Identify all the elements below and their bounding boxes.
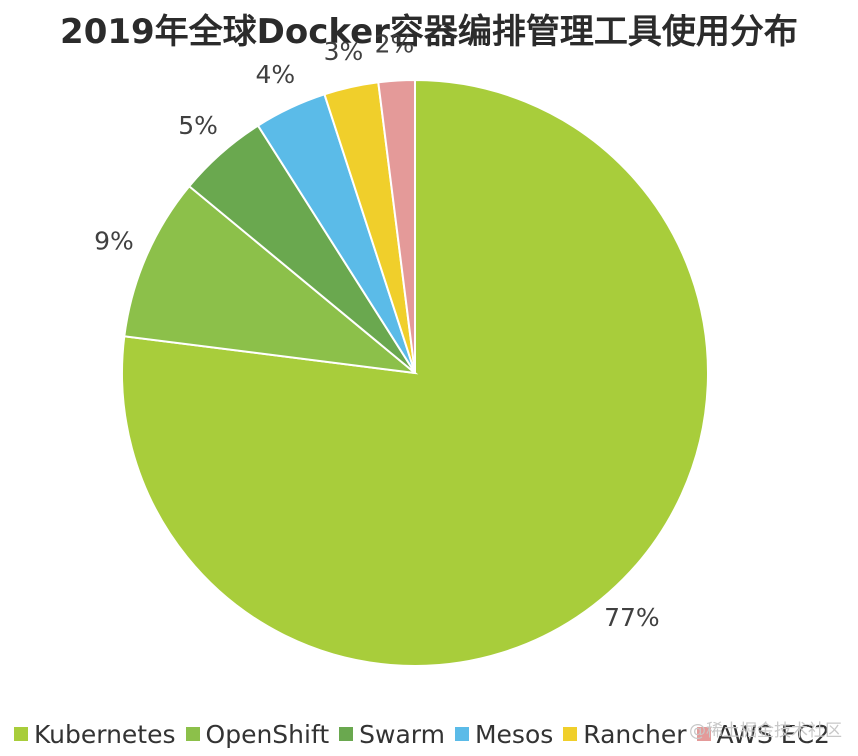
data-label-rancher: 3% [324,37,364,66]
data-label-aws-ec2: 2% [375,30,415,59]
legend-label: Kubernetes [34,719,176,749]
legend-item-aws-ec2: AWS EC2 [696,719,830,749]
legend-swatch [339,727,354,741]
legend-label: Swarm [359,719,445,749]
legend-label: Mesos [474,719,554,749]
data-label-swarm: 5% [178,111,218,140]
legend-swatch [563,727,578,741]
legend-swatch [14,727,28,741]
legend-item-kubernetes: Kubernetes [14,720,176,749]
legend-label: AWS EC2 [716,719,830,749]
legend-item-rancher: Rancher [563,719,687,749]
legend-swatch [696,727,711,741]
legend-item-swarm: Swarm [339,720,445,749]
legend: Kubernetes OpenShift Swarm Mesos Rancher AWS … [14,716,854,752]
watermark: @稀土掘金技术社区 [689,721,842,741]
legend-item-openshift: OpenShift [185,719,330,749]
pie-slice-openshift [123,184,419,375]
legend-swatch [454,727,469,741]
data-label-kubernetes: 77% [604,603,660,632]
legend-item-mesos: Mesos [454,719,554,749]
legend-label: OpenShift [205,719,330,749]
data-label-openshift: 9% [94,227,134,256]
chart-title: 2019年全球Docker容器编排管理工具使用分布 [60,12,798,52]
pie-chart: 77% 9% 5% 4% 3% 2% [94,30,709,667]
data-label-mesos: 4% [256,60,296,89]
legend-swatch [185,727,200,741]
legend-label: Rancher [583,719,687,749]
pie-slice-aws-ec2 [377,78,416,374]
